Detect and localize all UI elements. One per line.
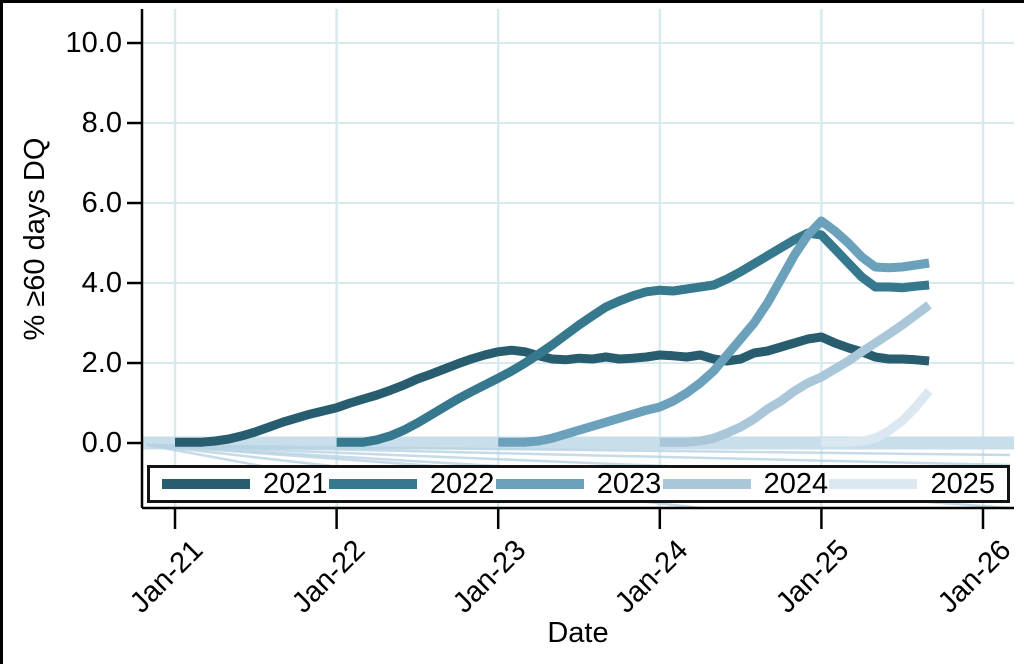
legend-swatch-2024 [662, 479, 751, 489]
legend-item-2022: 2022 [328, 467, 495, 500]
legend-label: 2025 [930, 467, 995, 500]
figure-border-left [0, 0, 3, 664]
y-tick-label: 6.0 [81, 187, 122, 219]
legend-item-2024: 2024 [662, 467, 829, 500]
legend-item-2023: 2023 [495, 467, 662, 500]
legend-label: 2024 [763, 467, 829, 500]
y-tick-label: 4.0 [81, 267, 122, 299]
y-tick-label: 2.0 [81, 347, 122, 379]
y-tick-label: 0.0 [81, 427, 122, 459]
legend-swatch-2022 [328, 479, 417, 489]
legend-swatch-2023 [495, 479, 584, 489]
y-tick-label: 10.0 [65, 27, 122, 59]
legend: 2021 2022 2023 2024 2025 [147, 465, 1010, 503]
legend-item-2025: 2025 [829, 467, 995, 500]
x-axis-title: Date [547, 617, 609, 649]
y-axis-title: % ≥60 days DQ [19, 137, 51, 341]
legend-label: 2022 [429, 467, 495, 500]
legend-label: 2021 [263, 467, 328, 500]
legend-item-2021: 2021 [162, 467, 328, 500]
legend-swatch-2021 [162, 479, 250, 489]
legend-swatch-2025 [829, 479, 918, 489]
legend-label: 2023 [596, 467, 662, 500]
y-tick-label: 8.0 [81, 107, 122, 139]
figure-border-top [0, 0, 1024, 3]
